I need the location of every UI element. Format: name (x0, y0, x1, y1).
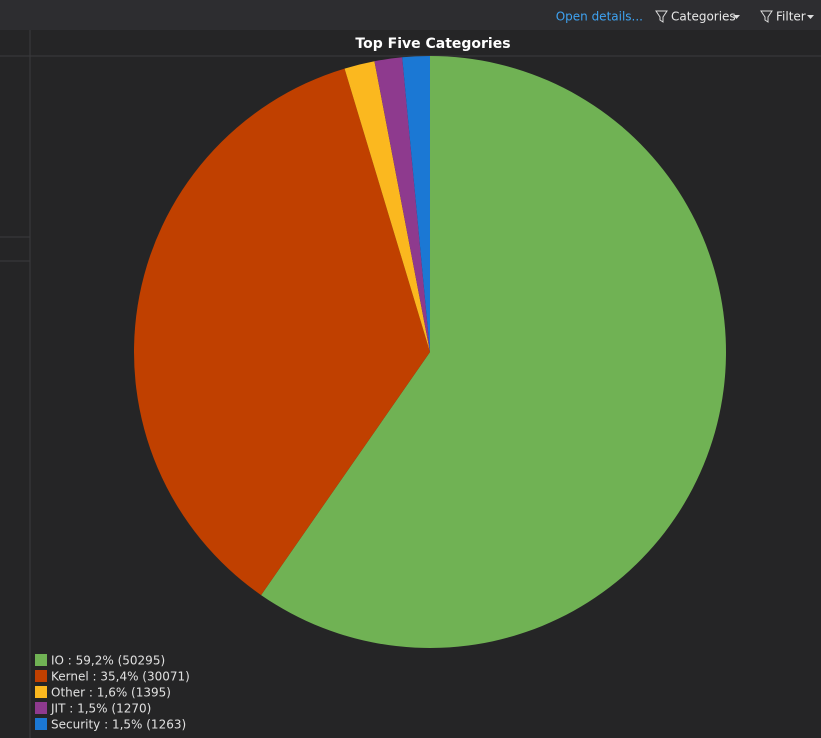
pie-slice (134, 68, 431, 596)
legend-swatch (35, 686, 47, 698)
legend: IO : 59,2% (50295) Kernel : 35,4% (30071)… (35, 654, 190, 732)
legend-label: JIT : 1,5% (1270) (50, 702, 151, 716)
filter-button[interactable]: Filter (760, 10, 814, 24)
pie-slice (261, 56, 726, 648)
dropdown-caret (807, 15, 814, 19)
legend-label: Kernel : 35,4% (30071) (51, 670, 190, 684)
pie-slice (344, 61, 430, 353)
funnel-icon (760, 10, 773, 23)
categories-button[interactable]: Categories (655, 10, 740, 24)
open-details-link[interactable]: Open details... (556, 10, 643, 24)
legend-swatch (35, 654, 47, 666)
chart-title: Top Five Categories (355, 36, 510, 52)
toolbar (0, 0, 821, 30)
legend-label: Security : 1,5% (1263) (51, 718, 186, 732)
dropdown-caret (733, 15, 740, 19)
legend-swatch (35, 718, 47, 730)
funnel-icon (655, 10, 668, 23)
legend-label: IO : 59,2% (50295) (51, 654, 165, 668)
categories-label: Categories (671, 10, 736, 24)
legend-label: Other : 1,6% (1395) (51, 686, 171, 700)
pie-chart (134, 56, 726, 648)
legend-swatch (35, 702, 47, 714)
pie-slice (402, 56, 430, 352)
filter-label: Filter (776, 10, 806, 24)
legend-swatch (35, 670, 47, 682)
pie-slice (374, 57, 430, 353)
